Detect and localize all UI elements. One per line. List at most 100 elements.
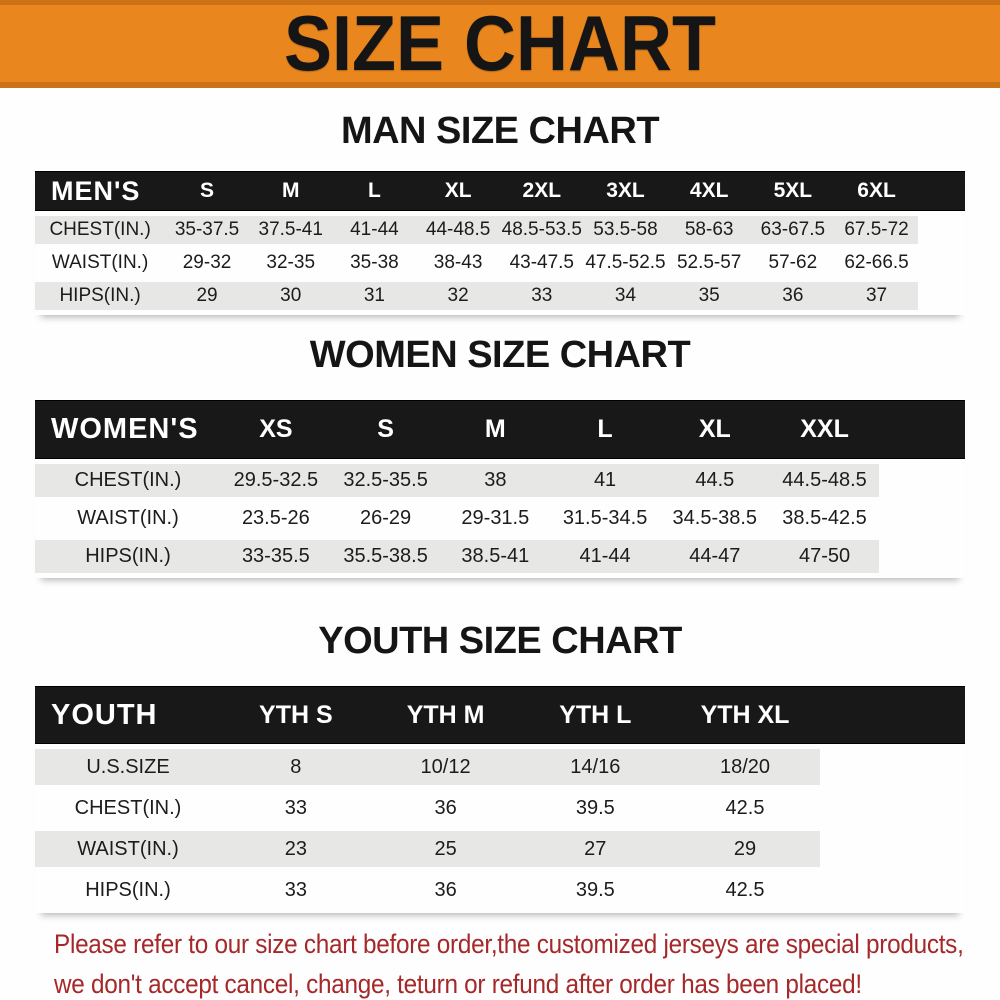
size-value-cell: 63-67.5 [751,216,835,244]
measurement-row: HIPS(IN.) 29 30 31 32 33 34 35 36 37 [35,282,965,310]
measurement-row: CHEST(IN.) 29.5-32.5 32.5-35.5 38 41 44.5 44.5… [35,464,965,497]
size-value-cell: 29-31.5 [461,507,530,529]
size-value-cell: 38.5-41 [440,540,551,573]
row-label: WAIST(IN.) [51,252,149,273]
size-column-header: 6XL [834,171,919,211]
size-value-cell: 32-35 [266,252,316,273]
measurement-row: HIPS(IN.) 33-35.5 35.5-38.5 38.5-41 41-44 44-… [35,540,965,573]
size-value-cell: 44.5 [659,464,770,497]
row-label: HIPS(IN.) [35,540,221,573]
size-column-header: YTH S [221,686,371,744]
size-column-header: 2XL [499,171,584,211]
size-value-cell: 42.5 [725,796,765,819]
row-label: WAIST(IN.) [77,507,179,529]
size-value-cell: 37 [834,282,919,310]
notice-line-1: Please refer to our size chart before or… [54,929,964,959]
banner: SIZE CHART [0,0,1000,88]
size-value-cell: 58-63 [667,216,752,244]
size-value-cell: 39.5 [575,796,615,819]
measurement-row: WAIST(IN.) 23.5-26 26-29 29-31.5 31.5-34.5 34… [35,502,965,535]
size-value-cell: 33 [284,796,307,819]
size-value-cell: 34.5-38.5 [672,507,758,529]
table-header-row: MEN'S S M L XL 2XL 3XL 4XL 5XL 6XL [35,171,965,211]
size-value-cell: 23 [221,831,371,867]
size-value-cell: 38 [440,464,551,497]
size-value-cell: 48.5-53.5 [499,216,584,244]
row-label: HIPS(IN.) [85,878,171,901]
size-value-cell: 42.5 [725,878,765,901]
measurement-row: U.S.SIZE 8 10/12 14/16 18/20 [35,749,965,785]
size-value-cell: 32.5-35.5 [330,464,441,497]
size-value-cell: 36 [434,796,457,819]
row-label: CHEST(IN.) [35,216,166,244]
size-value-cell: 44-48.5 [416,216,500,244]
size-value-cell: 44.5-48.5 [769,464,880,497]
size-column-header: XS [221,400,331,459]
size-column-header: XL [416,171,500,211]
header-spacer [879,400,965,459]
size-value-cell: 34 [583,282,668,310]
size-value-cell: 29-32 [182,252,232,273]
table-corner-label: YOUTH [35,686,221,744]
men-size-table: MEN'S S M L XL 2XL 3XL 4XL 5XL 6XL CHEST(IN.) 35-37… [35,166,965,315]
size-value-cell: 23.5-26 [241,507,310,529]
size-column-header: YTH XL [670,686,820,744]
size-value-cell: 35.5-38.5 [330,540,441,573]
size-column-header: S [165,171,249,211]
row-label: WAIST(IN.) [35,831,221,867]
size-value-cell: 29 [165,282,249,310]
table-corner-label: WOMEN'S [35,400,221,459]
size-column-header: 5XL [751,171,835,211]
size-value-cell: 36 [751,282,835,310]
measurement-row: WAIST(IN.) 23 25 27 29 [35,831,965,867]
size-value-cell: 67.5-72 [834,216,919,244]
row-label: CHEST(IN.) [74,796,182,819]
size-value-cell: 35-37.5 [165,216,249,244]
size-value-cell: 14/16 [520,749,671,785]
row-label: CHEST(IN.) [35,464,221,497]
section-title-women: WOMEN SIZE CHART [309,334,691,376]
size-value-cell: 52.5-57 [676,252,742,273]
size-value-cell: 25 [370,831,521,867]
size-column-header: 3XL [583,171,668,211]
measurement-row: CHEST(IN.) 33 36 39.5 42.5 [35,790,965,826]
size-value-cell: 53.5-58 [583,216,668,244]
size-value-cell: 36 [434,878,457,901]
section-title-men: MAN SIZE CHART [340,110,660,152]
row-label: U.S.SIZE [35,749,221,785]
size-value-cell: 43-47.5 [509,252,575,273]
section-title-youth: YOUTH SIZE CHART [318,620,682,662]
size-value-cell: 29.5-32.5 [221,464,331,497]
measurement-row: HIPS(IN.) 33 36 39.5 42.5 [35,872,965,908]
size-value-cell: 30 [248,282,333,310]
row-label: HIPS(IN.) [35,282,166,310]
measurement-row: CHEST(IN.) 35-37.5 37.5-41 41-44 44-48.5 48.5… [35,216,965,244]
notice-line-2: we don't accept cancel, change, teturn o… [54,969,862,999]
size-value-cell: 29 [670,831,820,867]
size-value-cell: 44-47 [659,540,770,573]
size-column-header: YTH M [370,686,521,744]
size-value-cell: 18/20 [670,749,820,785]
size-value-cell: 35-38 [350,252,399,273]
section-men: MAN SIZE CHART MEN'S S M L XL 2XL 3XL 4XL 5XL 6XL… [0,112,1000,315]
header-spacer [819,686,965,744]
size-value-cell: 33 [284,878,307,901]
header-spacer [918,171,965,211]
size-value-cell: 41-44 [332,216,417,244]
footer-notice: Please refer to our size chart before or… [0,924,1000,1000]
size-value-cell: 47-50 [769,540,880,573]
size-value-cell: 62-66.5 [844,252,909,273]
size-column-header: M [440,400,551,459]
size-value-cell: 39.5 [575,878,615,901]
youth-size-table: YOUTH YTH S YTH M YTH L YTH XL U.S.SIZE 8 10/12… [35,681,965,913]
size-value-cell: 57-62 [768,252,818,273]
size-value-cell: 26-29 [360,507,412,529]
size-column-header: XL [659,400,770,459]
size-column-header: S [330,400,441,459]
size-column-header: L [332,171,417,211]
size-value-cell: 41 [550,464,660,497]
size-value-cell: 41-44 [550,540,660,573]
size-value-cell: 33 [499,282,584,310]
size-value-cell: 47.5-52.5 [585,252,666,273]
